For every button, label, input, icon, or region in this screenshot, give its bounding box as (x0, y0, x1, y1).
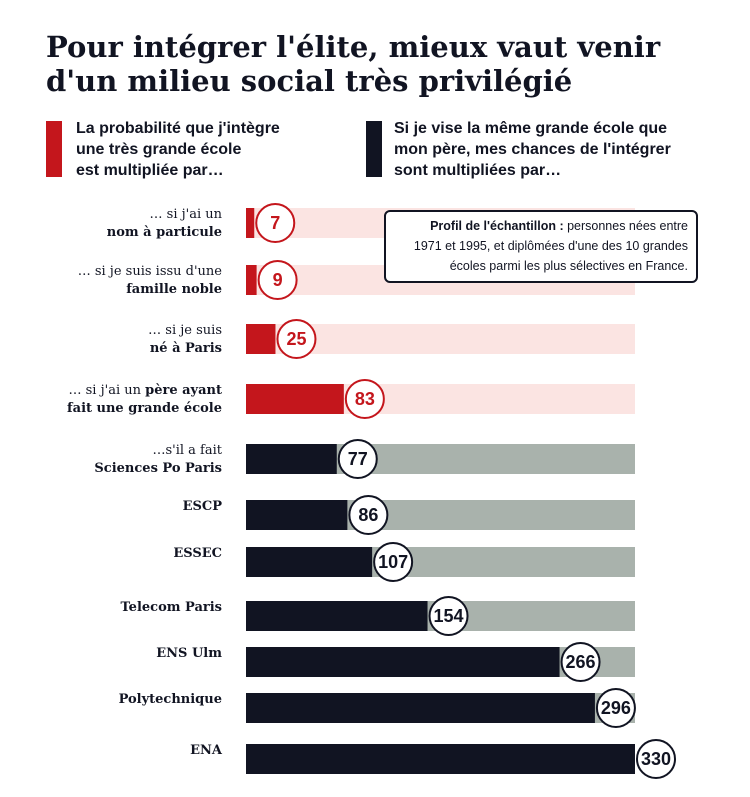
chart-title: Pour intégrer l'élite, mieux vaut venir … (46, 30, 726, 98)
row-label-bold-3: fait une grande école (67, 401, 222, 416)
legend-red-line-2: une très grande école (76, 141, 242, 158)
note-line-2: 1971 et 1995, et diplômées d'une des 10 … (413, 239, 688, 253)
value-circle-5 (348, 495, 389, 535)
value-circle-10 (636, 739, 676, 779)
value-label-2: 25 (286, 329, 306, 349)
value-circle-0 (255, 203, 296, 243)
row-label-bold-2: né à Paris (150, 341, 222, 356)
title-line-2: d'un milieu social très privilégié (46, 64, 573, 98)
bar-5 (246, 500, 348, 530)
row-label-light-1: … si je suis issu d'une (78, 264, 223, 279)
bar-3 (246, 384, 344, 414)
legend-navy-line-2: mon père, mes chances de l'intégrer (394, 141, 671, 158)
bar-1 (246, 265, 257, 295)
bar-2 (246, 324, 276, 354)
row-label-bold-8: ENS Ulm (156, 646, 222, 661)
row-label-light-3: … si j'ai un père ayant (69, 383, 223, 398)
legend-swatch-navy (366, 121, 382, 177)
note-line-1: Profil de l'échantillon : personnes nées… (394, 216, 688, 236)
legend-red-line-3: est multipliée par… (76, 162, 224, 179)
value-circle-9 (595, 688, 636, 728)
row-label-bold-10: ENA (190, 743, 223, 758)
value-label-5: 86 (358, 505, 378, 525)
legend-red-line-1: La probabilité que j'intègre (76, 120, 280, 137)
value-label-9: 296 (601, 698, 631, 718)
value-circle-4 (337, 439, 378, 479)
value-circle-7 (428, 596, 469, 636)
value-label-0: 7 (270, 213, 280, 233)
value-circle-1 (257, 260, 298, 300)
row-label-light-2: … si je suis (148, 323, 222, 338)
title-line-1: Pour intégrer l'élite, mieux vaut venir (46, 30, 661, 64)
bar-6 (246, 547, 373, 577)
row-label-light-0: … si j'ai un (150, 207, 223, 222)
value-circle-3 (344, 379, 385, 419)
bar-9 (246, 693, 595, 723)
value-label-6: 107 (378, 552, 408, 572)
row-label-light-4: …s'il a fait (152, 443, 222, 458)
bar-10 (246, 744, 635, 774)
note-bold: Profil de l'échantillon : (430, 219, 564, 233)
value-label-10: 330 (641, 749, 671, 769)
row-label-bold-1: famille noble (126, 282, 222, 297)
note-line-3: écoles parmi les plus sélectives en Fran… (449, 259, 688, 273)
bar-8 (246, 647, 560, 677)
value-circle-6 (373, 542, 414, 582)
note-line-1-text: personnes nées entre (563, 219, 688, 233)
row-label-bold-0: nom à particule (107, 225, 222, 240)
value-label-1: 9 (273, 270, 283, 290)
value-label-3: 83 (355, 389, 375, 409)
row-label-bold-7: Telecom Paris (121, 600, 223, 615)
value-label-7: 154 (434, 606, 464, 626)
legend-red-text: La probabilité que j'intègre une très gr… (76, 118, 356, 181)
bar-7 (246, 601, 428, 631)
row-label-bold-4: Sciences Po Paris (94, 461, 222, 476)
value-circle-2 (276, 319, 317, 359)
row-label-bold-5: ESCP (183, 499, 223, 514)
bar-0 (246, 208, 255, 238)
row-label-bold-6: ESSEC (173, 546, 222, 561)
legend-navy-line-3: sont multipliées par… (394, 162, 562, 179)
value-label-8: 266 (566, 652, 596, 672)
legend-navy-text: Si je vise la même grande école que mon … (394, 118, 724, 181)
value-label-4: 77 (348, 449, 368, 469)
legend-navy-line-1: Si je vise la même grande école que (394, 120, 668, 137)
sample-profile-note: Profil de l'échantillon : personnes nées… (384, 210, 698, 283)
value-circle-8 (560, 642, 601, 682)
bar-4 (246, 444, 337, 474)
legend-swatch-red (46, 121, 62, 177)
row-label-bold-9: Polytechnique (119, 692, 222, 707)
